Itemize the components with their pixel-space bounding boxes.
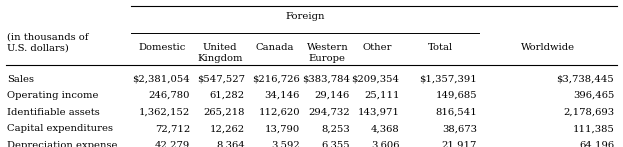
Text: $209,354: $209,354 [351, 75, 399, 83]
Text: 12,262: 12,262 [210, 124, 245, 133]
Text: 29,146: 29,146 [315, 91, 350, 100]
Text: 38,673: 38,673 [442, 124, 477, 133]
Text: 64,196: 64,196 [579, 141, 614, 147]
Text: 149,685: 149,685 [435, 91, 477, 100]
Text: 2,178,693: 2,178,693 [563, 108, 614, 117]
Text: 143,971: 143,971 [358, 108, 399, 117]
Text: 294,732: 294,732 [308, 108, 350, 117]
Text: 816,541: 816,541 [435, 108, 477, 117]
Text: 13,790: 13,790 [265, 124, 300, 133]
Text: $1,357,391: $1,357,391 [419, 75, 477, 83]
Text: 112,620: 112,620 [259, 108, 300, 117]
Text: Identifiable assets: Identifiable assets [7, 108, 100, 117]
Text: 111,385: 111,385 [573, 124, 614, 133]
Text: 61,282: 61,282 [210, 91, 245, 100]
Text: $3,738,445: $3,738,445 [556, 75, 614, 83]
Text: Sales: Sales [7, 75, 34, 83]
Text: Foreign: Foreign [285, 12, 325, 21]
Text: $383,784: $383,784 [302, 75, 350, 83]
Text: Worldwide: Worldwide [521, 43, 575, 52]
Text: 396,465: 396,465 [573, 91, 614, 100]
Text: Other: Other [363, 43, 392, 52]
Text: Total: Total [428, 43, 453, 52]
Text: 34,146: 34,146 [265, 91, 300, 100]
Text: 72,712: 72,712 [155, 124, 190, 133]
Text: 265,218: 265,218 [204, 108, 245, 117]
Text: 8,253: 8,253 [321, 124, 350, 133]
Text: 42,279: 42,279 [155, 141, 190, 147]
Text: Operating income: Operating income [7, 91, 99, 100]
Text: Domestic: Domestic [138, 43, 186, 52]
Text: 25,111: 25,111 [364, 91, 399, 100]
Text: 8,364: 8,364 [216, 141, 245, 147]
Text: Western
Europe: Western Europe [307, 43, 348, 63]
Text: Canada: Canada [255, 43, 294, 52]
Text: 3,606: 3,606 [371, 141, 399, 147]
Text: 1,362,152: 1,362,152 [139, 108, 190, 117]
Text: $216,726: $216,726 [252, 75, 300, 83]
Text: Capital expenditures: Capital expenditures [7, 124, 113, 133]
Text: $2,381,054: $2,381,054 [132, 75, 190, 83]
Text: 246,780: 246,780 [148, 91, 190, 100]
Text: 21,917: 21,917 [442, 141, 477, 147]
Text: (in thousands of
U.S. dollars): (in thousands of U.S. dollars) [7, 32, 89, 52]
Text: United
Kingdom: United Kingdom [197, 43, 243, 63]
Text: 6,355: 6,355 [321, 141, 350, 147]
Text: 4,368: 4,368 [371, 124, 399, 133]
Text: $547,527: $547,527 [197, 75, 245, 83]
Text: 3,592: 3,592 [271, 141, 300, 147]
Text: Depreciation expense: Depreciation expense [7, 141, 118, 147]
